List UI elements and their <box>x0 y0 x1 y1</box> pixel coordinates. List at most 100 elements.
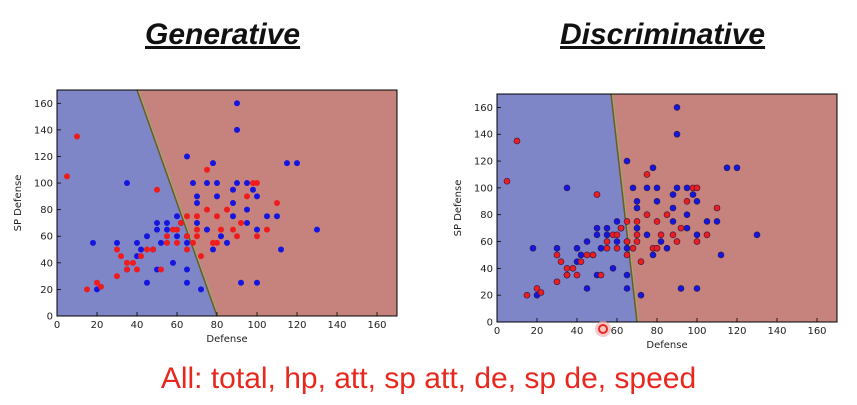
data-point <box>254 180 260 187</box>
data-point <box>204 226 210 233</box>
data-point <box>204 180 210 187</box>
y-tick-label: 60 <box>40 232 53 243</box>
data-point <box>513 137 521 145</box>
data-point <box>278 246 284 253</box>
decision-boundary <box>136 89 218 317</box>
data-point <box>663 244 671 252</box>
data-point <box>90 239 96 246</box>
region-left <box>57 90 217 316</box>
data-point <box>603 231 611 239</box>
region-right <box>137 90 397 316</box>
y-tick-label: 100 <box>34 179 53 190</box>
data-point <box>683 211 691 219</box>
data-point <box>174 213 180 220</box>
data-point <box>717 251 725 259</box>
data-point <box>224 206 230 213</box>
data-point <box>134 239 140 246</box>
x-tick-label: 160 <box>807 326 826 337</box>
data-point <box>677 285 685 292</box>
data-point <box>529 244 537 252</box>
data-point <box>577 251 585 259</box>
data-point <box>190 239 196 246</box>
y-tick-label: 160 <box>34 99 53 110</box>
data-point <box>623 218 631 225</box>
data-point <box>553 244 561 252</box>
data-point <box>210 160 216 167</box>
data-point <box>234 100 240 107</box>
data-point <box>114 246 120 253</box>
data-point <box>623 157 631 165</box>
x-tick-label: 20 <box>531 326 544 337</box>
data-point <box>164 233 170 240</box>
data-point <box>64 173 70 180</box>
data-point <box>124 266 130 273</box>
data-point <box>174 233 180 240</box>
data-point <box>138 253 144 260</box>
data-point <box>733 164 741 172</box>
data-point <box>210 246 216 253</box>
x-tick-label: 40 <box>131 320 144 331</box>
data-point <box>144 233 150 240</box>
data-point <box>214 239 220 246</box>
y-tick-label: 0 <box>47 312 53 323</box>
data-point <box>74 133 80 140</box>
data-point <box>194 233 200 240</box>
data-point <box>184 279 190 286</box>
data-point <box>683 184 691 192</box>
data-point <box>563 265 571 272</box>
data-point <box>194 219 200 226</box>
data-point <box>573 244 581 252</box>
data-point <box>597 271 605 279</box>
data-point <box>244 206 250 213</box>
data-point <box>583 238 591 245</box>
data-point <box>713 218 721 225</box>
data-point <box>158 239 164 246</box>
data-point <box>613 231 621 239</box>
data-point <box>597 244 605 252</box>
region-right <box>611 94 837 322</box>
data-point <box>284 160 290 167</box>
data-point <box>138 246 144 253</box>
data-point <box>114 273 120 280</box>
x-tick-label: 140 <box>327 320 346 331</box>
x-tick-label: 0 <box>54 320 60 331</box>
decision-boundary-edge <box>612 93 639 323</box>
data-point <box>190 180 196 187</box>
data-point <box>633 231 641 239</box>
data-point <box>214 180 220 187</box>
data-point <box>214 193 220 200</box>
data-point <box>623 251 631 259</box>
data-point <box>603 224 611 232</box>
data-point <box>673 184 681 192</box>
data-point <box>657 231 665 239</box>
data-point <box>593 191 601 198</box>
x-axis-label: Defense <box>646 340 687 351</box>
x-tick-label: 120 <box>727 326 746 337</box>
data-point <box>533 285 541 292</box>
decision-boundary <box>610 93 638 323</box>
data-point <box>238 279 244 286</box>
data-point <box>178 219 184 226</box>
data-point <box>537 289 545 296</box>
data-point <box>589 251 597 259</box>
region-left <box>497 94 637 322</box>
x-tick-label: 100 <box>687 326 706 337</box>
data-point <box>693 184 701 192</box>
y-tick-label: 20 <box>480 291 493 302</box>
data-point <box>693 197 701 205</box>
discriminative-title: Discriminative <box>560 18 766 51</box>
y-tick-label: 40 <box>480 264 493 275</box>
cursor-highlight <box>595 321 611 337</box>
data-point <box>144 246 150 253</box>
data-point <box>553 278 561 286</box>
data-point <box>150 246 156 253</box>
data-point <box>649 251 657 259</box>
data-point <box>583 251 591 259</box>
y-tick-label: 120 <box>474 157 493 168</box>
data-point <box>234 126 240 133</box>
data-point <box>134 266 140 273</box>
data-point <box>653 184 661 192</box>
data-point <box>234 180 240 187</box>
y-tick-label: 120 <box>34 152 53 163</box>
data-point <box>198 286 204 293</box>
